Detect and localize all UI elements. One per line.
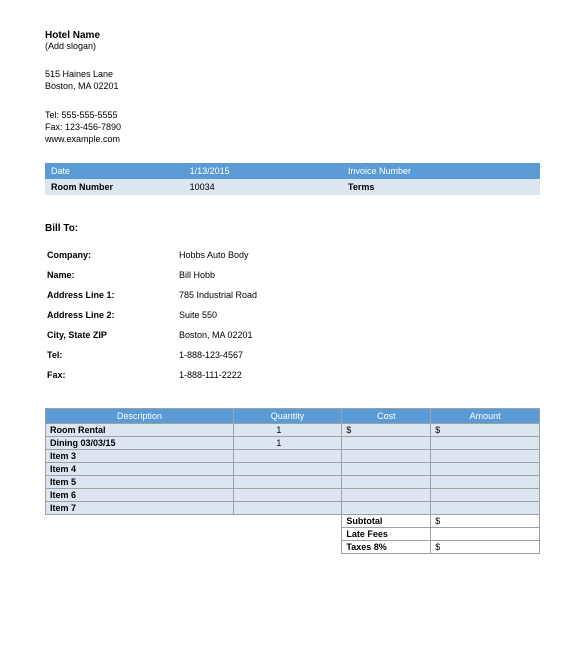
bill-to-title: Bill To: <box>45 223 540 234</box>
tel-value: 1-888-123-4567 <box>179 346 538 364</box>
invoice-number-value <box>466 163 540 179</box>
item-row: Item 6 <box>46 489 540 502</box>
item-cost: $ <box>342 424 431 437</box>
address-line-2: Boston, MA 02201 <box>45 81 540 93</box>
company-value: Hobbs Auto Body <box>179 246 538 264</box>
fax-value: 1-888-111-2222 <box>179 366 538 384</box>
item-cost <box>342 489 431 502</box>
item-qty: 1 <box>233 437 342 450</box>
name-label: Name: <box>47 266 177 284</box>
item-qty: 1 <box>233 424 342 437</box>
item-cost <box>342 502 431 515</box>
item-desc: Item 3 <box>46 450 234 463</box>
col-quantity-header: Quantity <box>233 409 342 424</box>
item-amount <box>431 437 540 450</box>
hotel-header: Hotel Name (Add slogan) <box>45 30 540 51</box>
addr2-label: Address Line 2: <box>47 306 177 324</box>
addr1-label: Address Line 1: <box>47 286 177 304</box>
addr1-value: 785 Industrial Road <box>179 286 538 304</box>
col-amount-header: Amount <box>431 409 540 424</box>
item-amount: $ <box>431 424 540 437</box>
item-qty <box>233 450 342 463</box>
item-amount <box>431 502 540 515</box>
item-cost <box>342 437 431 450</box>
tel-label: Tel: <box>47 346 177 364</box>
latefees-value <box>431 528 540 541</box>
terms-label: Terms <box>342 179 466 195</box>
item-row: Dining 03/03/15 1 <box>46 437 540 450</box>
item-qty <box>233 463 342 476</box>
bill-to-table: Company:Hobbs Auto Body Name:Bill Hobb A… <box>45 244 540 386</box>
item-row: Item 7 <box>46 502 540 515</box>
item-qty <box>233 489 342 502</box>
items-table: Description Quantity Cost Amount Room Re… <box>45 408 540 554</box>
latefees-label: Late Fees <box>342 528 431 541</box>
subtotal-value: $ <box>431 515 540 528</box>
contact-tel: Tel: 555-555-5555 <box>45 110 540 122</box>
contact-block: Tel: 555-555-5555 Fax: 123-456-7890 www.… <box>45 110 540 145</box>
item-row: Item 3 <box>46 450 540 463</box>
totals-row: Subtotal $ <box>46 515 540 528</box>
totals-row: Taxes 8% $ <box>46 541 540 554</box>
name-value: Bill Hobb <box>179 266 538 284</box>
invoice-info-table: Date 1/13/2015 Invoice Number Room Numbe… <box>45 163 540 195</box>
item-cost <box>342 450 431 463</box>
address-line-1: 515 Haines Lane <box>45 69 540 81</box>
item-desc: Room Rental <box>46 424 234 437</box>
item-cost <box>342 476 431 489</box>
subtotal-label: Subtotal <box>342 515 431 528</box>
fax-label: Fax: <box>47 366 177 384</box>
hotel-slogan: (Add slogan) <box>45 41 540 51</box>
addr2-value: Suite 550 <box>179 306 538 324</box>
item-desc: Item 7 <box>46 502 234 515</box>
contact-website: www.example.com <box>45 134 540 146</box>
room-number-label: Room Number <box>45 179 184 195</box>
item-amount <box>431 450 540 463</box>
item-amount <box>431 476 540 489</box>
item-cost <box>342 463 431 476</box>
item-desc: Item 5 <box>46 476 234 489</box>
hotel-name: Hotel Name <box>45 30 540 41</box>
taxes-value: $ <box>431 541 540 554</box>
item-row: Item 4 <box>46 463 540 476</box>
company-label: Company: <box>47 246 177 264</box>
col-description-header: Description <box>46 409 234 424</box>
item-desc: Item 4 <box>46 463 234 476</box>
col-cost-header: Cost <box>342 409 431 424</box>
room-number-value: 10034 <box>184 179 342 195</box>
invoice-number-header: Invoice Number <box>342 163 466 179</box>
item-amount <box>431 489 540 502</box>
item-amount <box>431 463 540 476</box>
address-block: 515 Haines Lane Boston, MA 02201 <box>45 69 540 92</box>
city-value: Boston, MA 02201 <box>179 326 538 344</box>
totals-row: Late Fees <box>46 528 540 541</box>
item-row: Item 5 <box>46 476 540 489</box>
item-desc: Dining 03/03/15 <box>46 437 234 450</box>
contact-fax: Fax: 123-456-7890 <box>45 122 540 134</box>
item-qty <box>233 502 342 515</box>
date-header: Date <box>45 163 184 179</box>
item-desc: Item 6 <box>46 489 234 502</box>
city-label: City, State ZIP <box>47 326 177 344</box>
terms-value <box>466 179 540 195</box>
taxes-label: Taxes 8% <box>342 541 431 554</box>
date-value-cell: 1/13/2015 <box>184 163 342 179</box>
item-qty <box>233 476 342 489</box>
item-row: Room Rental 1 $ $ <box>46 424 540 437</box>
